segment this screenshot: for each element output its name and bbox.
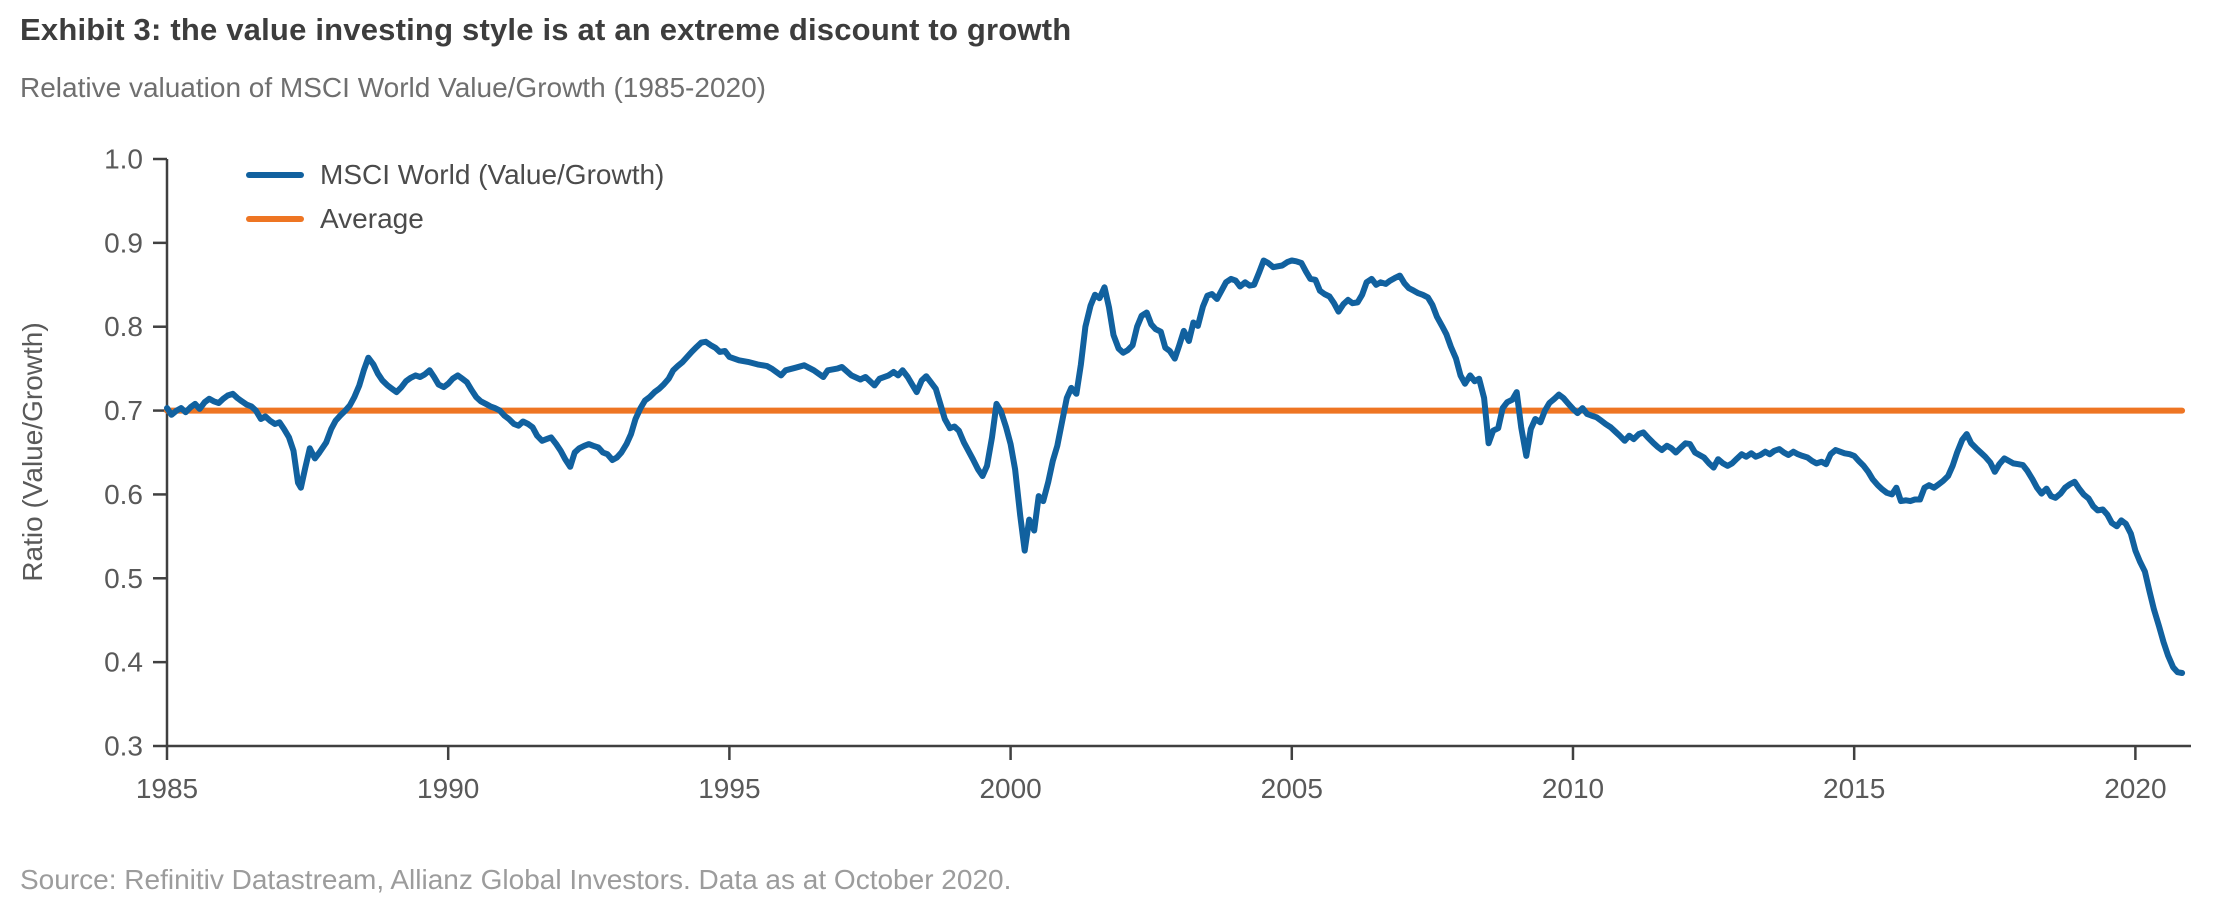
- x-tick-label: 2000: [979, 773, 1041, 804]
- legend-label-msci-world: MSCI World (Value/Growth): [320, 158, 665, 190]
- msci-line-swatch-icon: [246, 171, 304, 178]
- msci-world-line: [164, 257, 2186, 676]
- chart-legend: MSCI World (Value/Growth) Average: [246, 158, 664, 235]
- y-tick-label: 0.6: [104, 479, 143, 510]
- y-tick-label: 1.0: [104, 144, 143, 175]
- x-tick-label: 2015: [1823, 773, 1885, 804]
- legend-item-msci-world: MSCI World (Value/Growth): [246, 158, 664, 191]
- chart-title: Exhibit 3: the value investing style is …: [20, 12, 1072, 47]
- y-tick-label: 0.8: [104, 311, 143, 342]
- chart-source: Source: Refinitiv Datastream, Allianz Gl…: [20, 864, 1012, 895]
- legend-item-average: Average: [246, 202, 664, 235]
- y-tick-label: 0.4: [104, 647, 143, 678]
- legend-label-average: Average: [320, 202, 424, 234]
- y-tick-label: 0.3: [104, 731, 143, 762]
- x-tick-label: 1990: [417, 773, 479, 804]
- y-tick-label: 0.7: [104, 395, 143, 426]
- y-axis-title: Ratio (Value/Growth): [17, 322, 48, 581]
- x-tick-label: 1995: [698, 773, 760, 804]
- x-tick-label: 1985: [136, 773, 198, 804]
- x-tick-label: 2020: [2104, 773, 2166, 804]
- y-tick-label: 0.9: [104, 227, 143, 258]
- chart-subtitle: Relative valuation of MSCI World Value/G…: [20, 72, 766, 103]
- x-tick-label: 2010: [1542, 773, 1604, 804]
- y-tick-label: 0.5: [104, 563, 143, 594]
- average-line-swatch-icon: [246, 215, 304, 222]
- x-tick-label: 2005: [1261, 773, 1323, 804]
